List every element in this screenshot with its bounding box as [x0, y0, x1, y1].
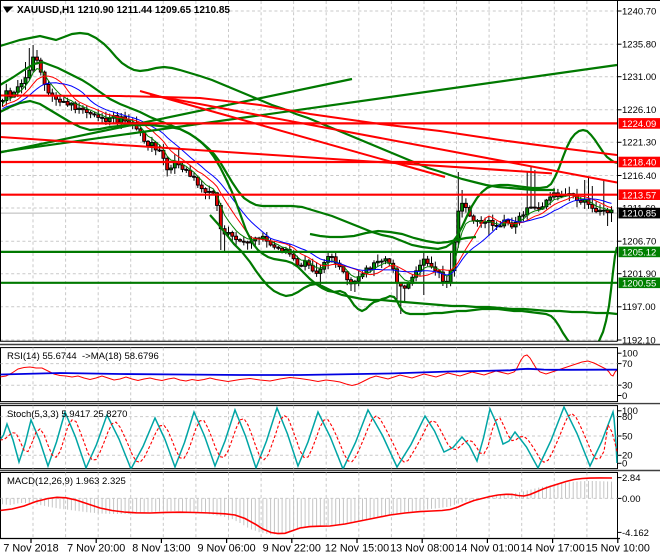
svg-text:1210.85: 1210.85	[622, 209, 656, 220]
svg-text:1231.00: 1231.00	[622, 72, 656, 83]
svg-text:20: 20	[622, 451, 633, 462]
svg-text:14 Nov 17:00: 14 Nov 17:00	[520, 543, 584, 555]
svg-text:1240.70: 1240.70	[622, 6, 656, 17]
svg-text:-4.162: -4.162	[622, 528, 649, 539]
svg-text:2.84: 2.84	[622, 473, 641, 484]
svg-text:70: 70	[622, 359, 633, 370]
svg-text:80: 80	[622, 412, 633, 423]
svg-text:MACD(12,26,9) 1.963 2.325: MACD(12,26,9) 1.963 2.325	[7, 476, 126, 487]
svg-text:1200.55: 1200.55	[622, 278, 656, 289]
svg-text:0: 0	[622, 391, 627, 402]
svg-text:1206.70: 1206.70	[622, 237, 656, 248]
svg-text:1235.80: 1235.80	[622, 40, 656, 51]
svg-text:50: 50	[622, 431, 633, 442]
svg-text:Stoch(5,3,3) 5.9417 25.8270: Stoch(5,3,3) 5.9417 25.8270	[7, 409, 127, 420]
svg-text:15 Nov 10:00: 15 Nov 10:00	[586, 543, 650, 555]
svg-text:7 Nov 2018: 7 Nov 2018	[3, 543, 58, 555]
svg-text:1221.30: 1221.30	[622, 138, 656, 149]
svg-text:1224.09: 1224.09	[622, 119, 656, 130]
svg-text:8 Nov 13:00: 8 Nov 13:00	[132, 543, 190, 555]
svg-text:100: 100	[622, 349, 638, 360]
svg-text:12 Nov 15:00: 12 Nov 15:00	[325, 543, 389, 555]
svg-text:100: 100	[622, 406, 638, 417]
svg-text:14 Nov 01:00: 14 Nov 01:00	[455, 543, 519, 555]
svg-text:9 Nov 22:00: 9 Nov 22:00	[263, 543, 321, 555]
svg-text:1192.10: 1192.10	[622, 335, 656, 346]
svg-text:XAUUSD,H1 1210.90 1211.44 1209: XAUUSD,H1 1210.90 1211.44 1209.65 1210.8…	[17, 5, 230, 16]
svg-text:1216.40: 1216.40	[622, 171, 656, 182]
svg-text:0.00: 0.00	[622, 494, 641, 505]
svg-text:9 Nov 06:00: 9 Nov 06:00	[197, 543, 255, 555]
svg-text:RSI(14) 55.6744 ->MA(18) 58.6: RSI(14) 55.6744 ->MA(18) 58.6796	[7, 351, 159, 362]
svg-text:1226.10: 1226.10	[622, 105, 656, 116]
svg-text:1197.00: 1197.00	[622, 302, 656, 313]
svg-text:1213.57: 1213.57	[622, 190, 656, 201]
svg-text:1218.40: 1218.40	[622, 158, 656, 169]
svg-text:13 Nov 08:00: 13 Nov 08:00	[390, 543, 454, 555]
svg-text:30: 30	[622, 381, 633, 392]
svg-text:1205.12: 1205.12	[622, 248, 656, 259]
svg-text:7 Nov 20:00: 7 Nov 20:00	[67, 543, 125, 555]
svg-text:0: 0	[622, 459, 627, 470]
svg-text:1201.90: 1201.90	[622, 269, 656, 280]
